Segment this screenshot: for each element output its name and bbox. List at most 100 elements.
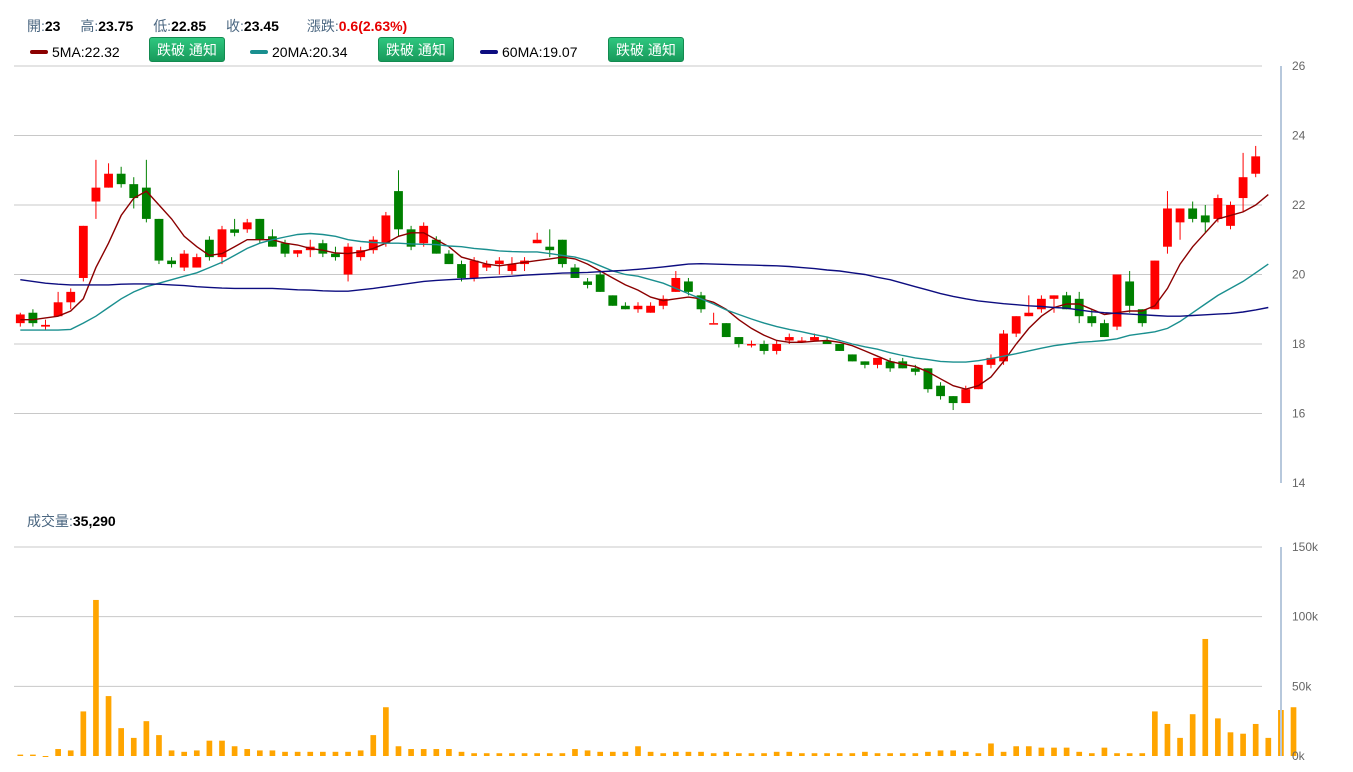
candle-body (1049, 295, 1059, 299)
ma20-label: 20MA:20.34 (272, 44, 348, 60)
price-tick-label: 18 (1292, 337, 1306, 351)
candle (419, 222, 429, 247)
open-label: 開: (27, 18, 45, 34)
candle-body (41, 324, 50, 327)
ma60-legend: 60MA:19.07 (480, 40, 578, 64)
volume-bar (912, 753, 919, 756)
volume-bar (483, 753, 490, 756)
candle-body (331, 253, 340, 258)
candle-body (1150, 260, 1160, 310)
volume-bar (824, 753, 830, 756)
candle-body (15, 314, 25, 324)
candle-body (1188, 208, 1198, 219)
candle (444, 250, 454, 265)
ma20-legend: 20MA:20.34 (250, 40, 348, 64)
candle (1112, 274, 1122, 331)
volume-bar (925, 751, 931, 756)
ma20-alert-button[interactable]: 跌破 通知 (378, 37, 454, 62)
volume-bar (168, 750, 175, 756)
candle-body (684, 281, 693, 292)
candle-body (1024, 312, 1034, 317)
candle (368, 236, 378, 254)
candle-body (419, 225, 429, 244)
candle (104, 163, 113, 188)
candle-body (633, 305, 643, 310)
volume-bar (521, 753, 528, 756)
volume-bar (1202, 638, 1209, 756)
volume-bar (1227, 732, 1234, 756)
volume-bar (988, 743, 994, 756)
volume-bar (887, 753, 893, 756)
y-axes: 14 16 18 20 22 24 26 0k 50k 100k 150k (1280, 59, 1319, 763)
ma60-alert-button[interactable]: 跌破 通知 (608, 37, 684, 62)
candle (759, 340, 769, 355)
candle-body (620, 305, 630, 310)
volume-bar (1164, 723, 1171, 756)
candle-body (368, 239, 378, 251)
volume-bar (496, 753, 503, 756)
volume-bar (383, 707, 389, 756)
volume-bar (773, 751, 780, 756)
change-label: 漲跌: (306, 18, 339, 34)
candle-body (255, 218, 265, 240)
candle-body (242, 222, 252, 230)
candle (860, 361, 870, 369)
candle (885, 357, 895, 372)
candle (1175, 208, 1185, 240)
candle (684, 277, 693, 296)
candle (709, 312, 719, 325)
close-value: 23.45 (243, 18, 279, 34)
candle-body (1213, 198, 1223, 219)
price-tick-label: 26 (1292, 59, 1306, 73)
candle-body (1200, 215, 1210, 223)
low-label: 低: (153, 18, 172, 34)
candle (53, 291, 63, 317)
volume-readout: 成交量:35,290 (27, 511, 116, 531)
volume-bar (975, 753, 982, 756)
volume-bar (723, 751, 730, 756)
candle-body (646, 305, 656, 313)
price-tick-label: 24 (1292, 129, 1306, 143)
candle (217, 225, 227, 265)
volume-bar (786, 751, 793, 756)
candle (1049, 295, 1059, 313)
candle-body (557, 239, 567, 265)
volume-bar (1088, 753, 1095, 756)
candle (608, 295, 618, 306)
change-value: 0.6(2.63%) (338, 18, 408, 34)
volume-bar (1076, 751, 1083, 756)
volume-bar (685, 751, 692, 756)
volume-bar (698, 751, 704, 756)
volume-bar (1051, 747, 1057, 756)
candle (230, 218, 240, 237)
volume-bar (1252, 723, 1259, 756)
candle-body (709, 323, 719, 325)
volume-bar (370, 735, 377, 756)
volume-bar (862, 751, 868, 756)
ma-line-60ma (20, 262, 1269, 317)
candle (873, 357, 882, 369)
candle (381, 211, 391, 247)
volume-bar (1101, 747, 1108, 756)
volume-bar (1063, 747, 1070, 756)
volume-bar (143, 721, 150, 756)
candle-body (268, 236, 277, 247)
ma5-alert-button[interactable]: 跌破 通知 (149, 37, 225, 62)
volume-bar (1189, 714, 1196, 756)
volume-bar (118, 728, 124, 756)
candle-body (129, 184, 139, 199)
volume-bar (647, 751, 654, 756)
volume-bar (672, 751, 679, 756)
volume-tick-label: 50k (1292, 679, 1312, 693)
candle-body (772, 344, 782, 351)
candle-body (507, 264, 517, 272)
volume-bar (748, 753, 755, 756)
candle (936, 382, 945, 400)
candle-body (721, 323, 731, 338)
candle-body (1137, 309, 1147, 324)
ma5-label: 5MA:22.32 (52, 44, 120, 60)
candle (154, 218, 164, 265)
candle-body (696, 295, 706, 310)
candle-body (948, 396, 958, 404)
